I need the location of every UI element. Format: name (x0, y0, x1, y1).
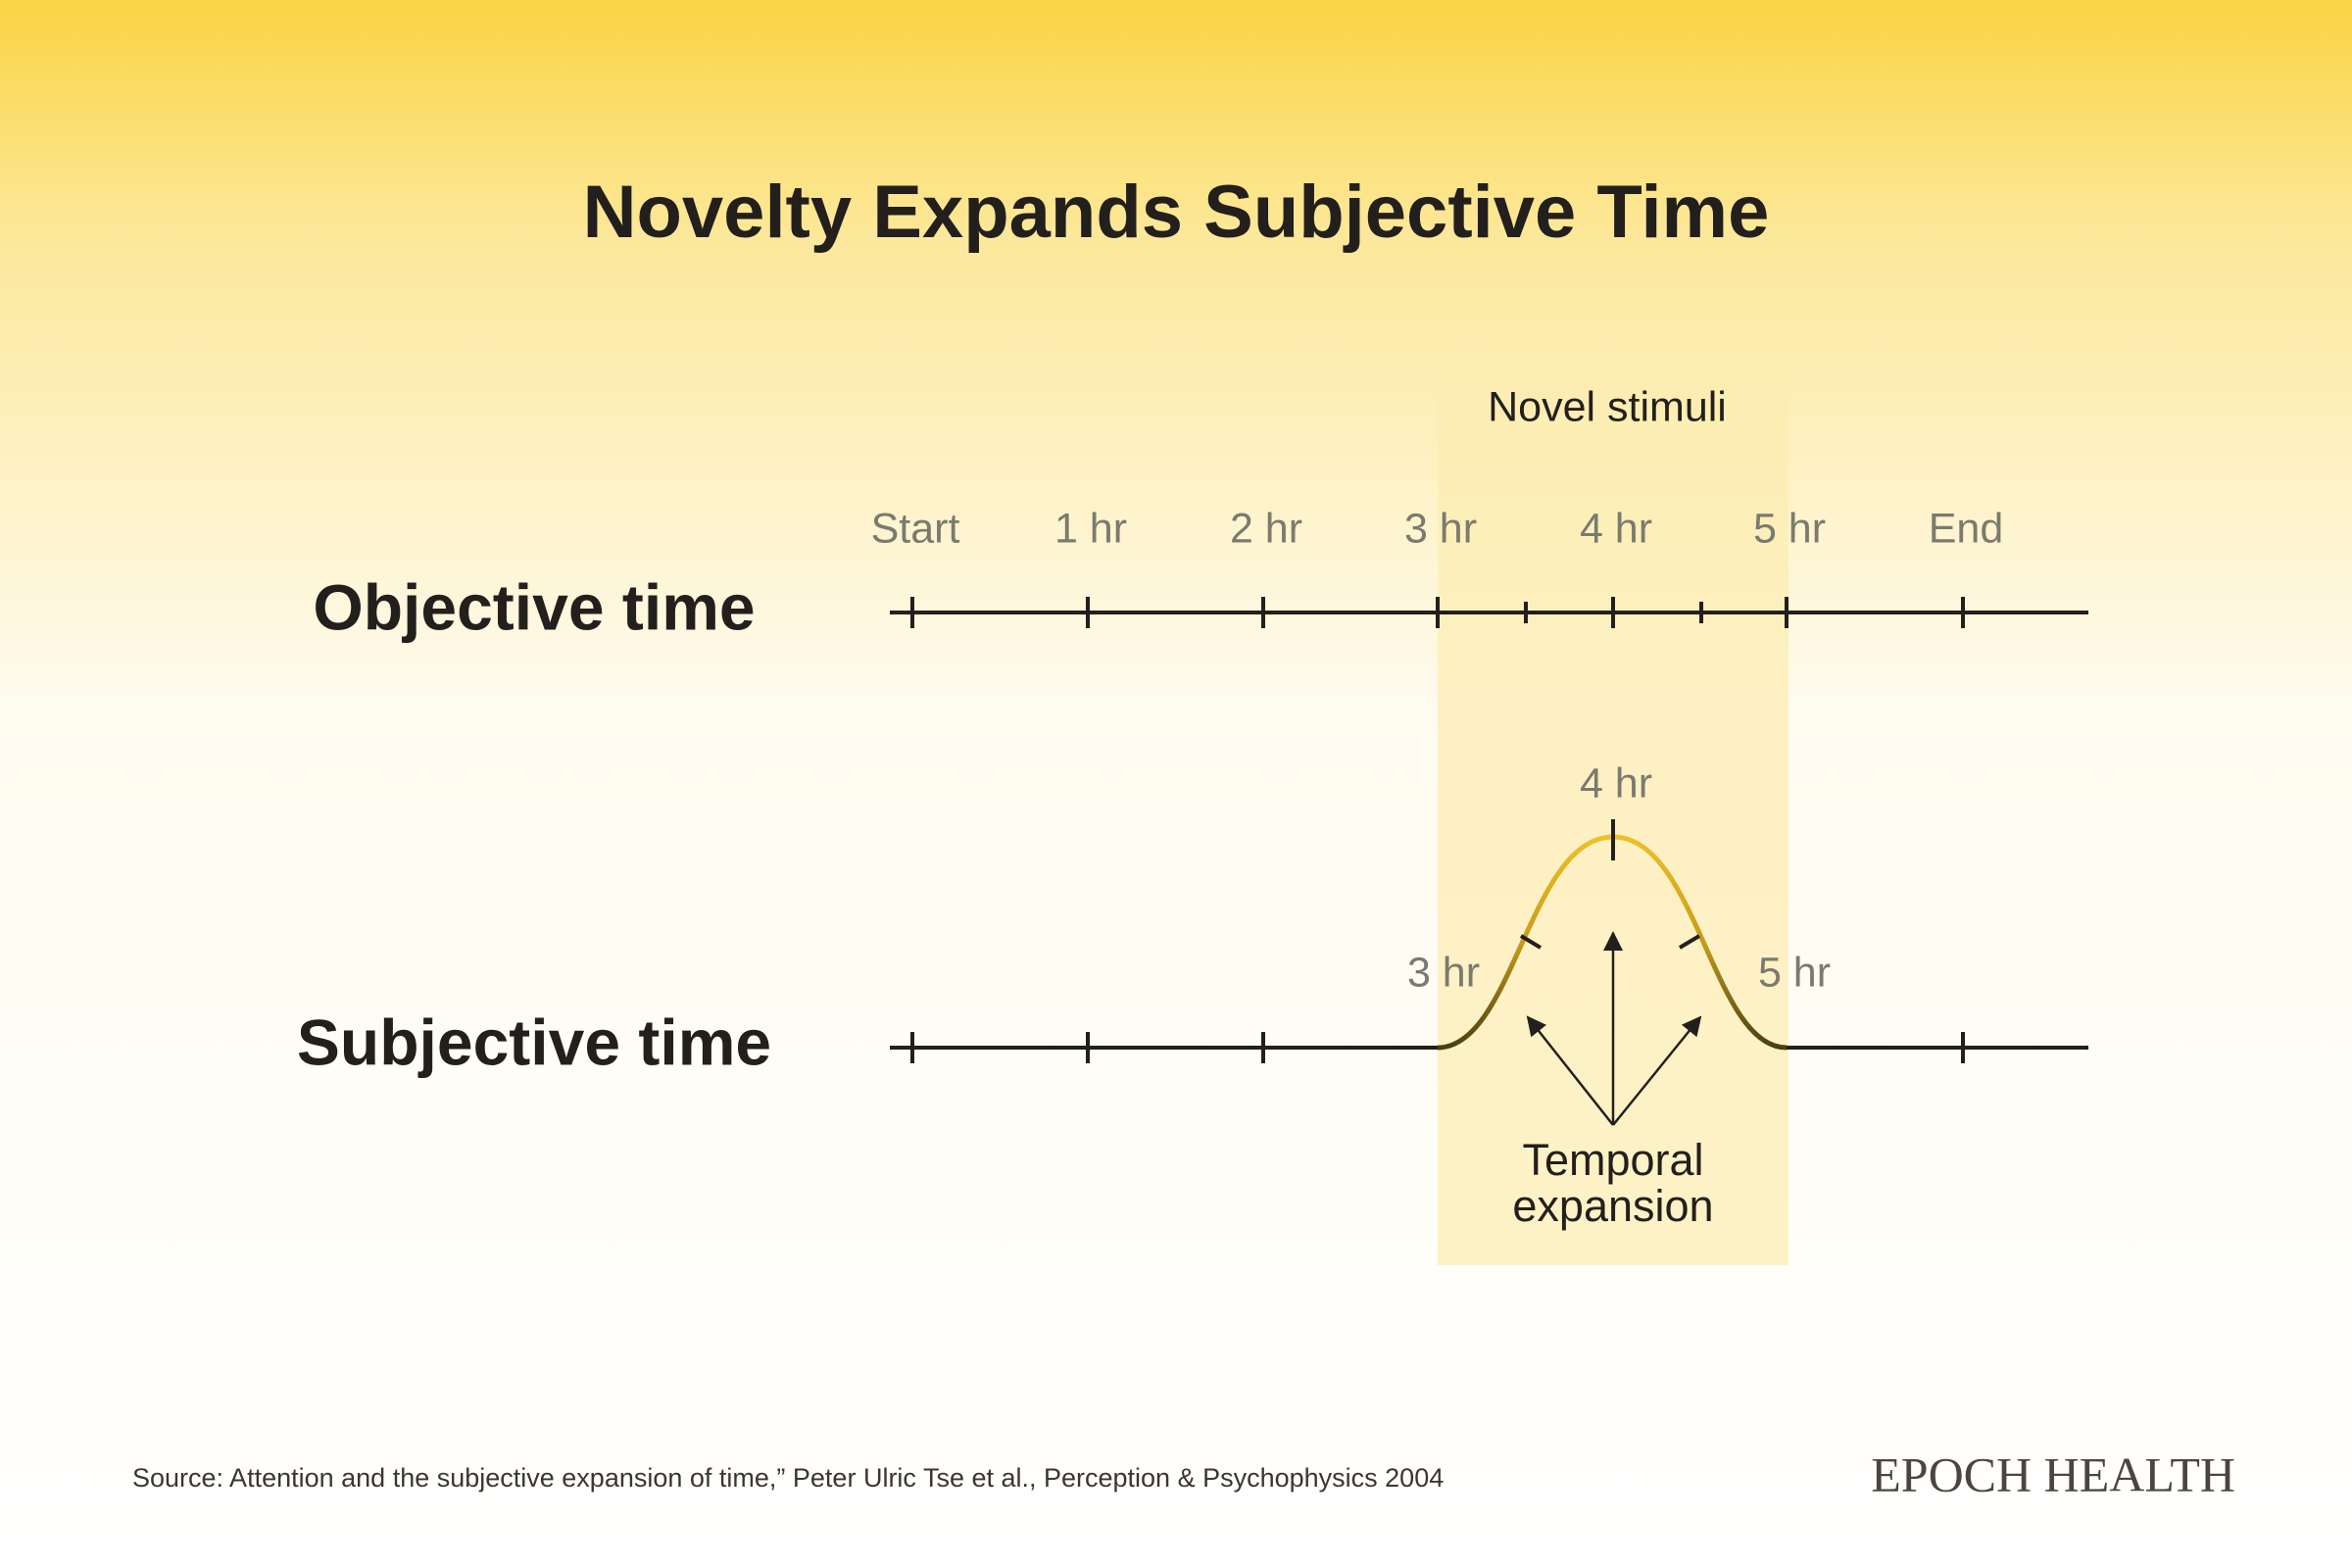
annotation: Temporal (1522, 1135, 1703, 1185)
annotation: expansion (1512, 1181, 1713, 1231)
tick (1519, 934, 1543, 950)
arrows (1526, 931, 1702, 1126)
tick-label: 1 hr (1054, 505, 1127, 552)
band-label: Novel stimuli (1488, 383, 1727, 430)
tick-label: 5 hr (1753, 505, 1826, 552)
subjective-axis: 3 hr 4 hr 5 hr (890, 760, 2088, 1063)
source: Source: Attention and the subjective exp… (132, 1463, 1444, 1493)
novel-band (1438, 360, 1788, 1265)
title: Novelty Expands Subjective Time (583, 171, 1770, 254)
tick-label: 3 hr (1407, 949, 1480, 996)
tick-label: 4 hr (1580, 760, 1652, 807)
tick-label: 2 hr (1230, 505, 1302, 552)
objective-axis: Start 1 hr 2 hr 3 hr 4 hr 5 hr End (871, 505, 2088, 628)
tick-label: Start (871, 505, 960, 552)
tick (1678, 934, 1701, 950)
tick-label: End (1929, 505, 2004, 552)
row-label: Subjective time (297, 1005, 771, 1078)
tick-label: 3 hr (1404, 505, 1477, 552)
brand: EPOCH HEALTH (1871, 1446, 2235, 1501)
arrow (1526, 1015, 1614, 1126)
tick-label: 5 hr (1758, 949, 1831, 996)
row-label: Objective time (313, 570, 755, 643)
arrow (1612, 1015, 1702, 1126)
tick-label: 4 hr (1580, 505, 1652, 552)
